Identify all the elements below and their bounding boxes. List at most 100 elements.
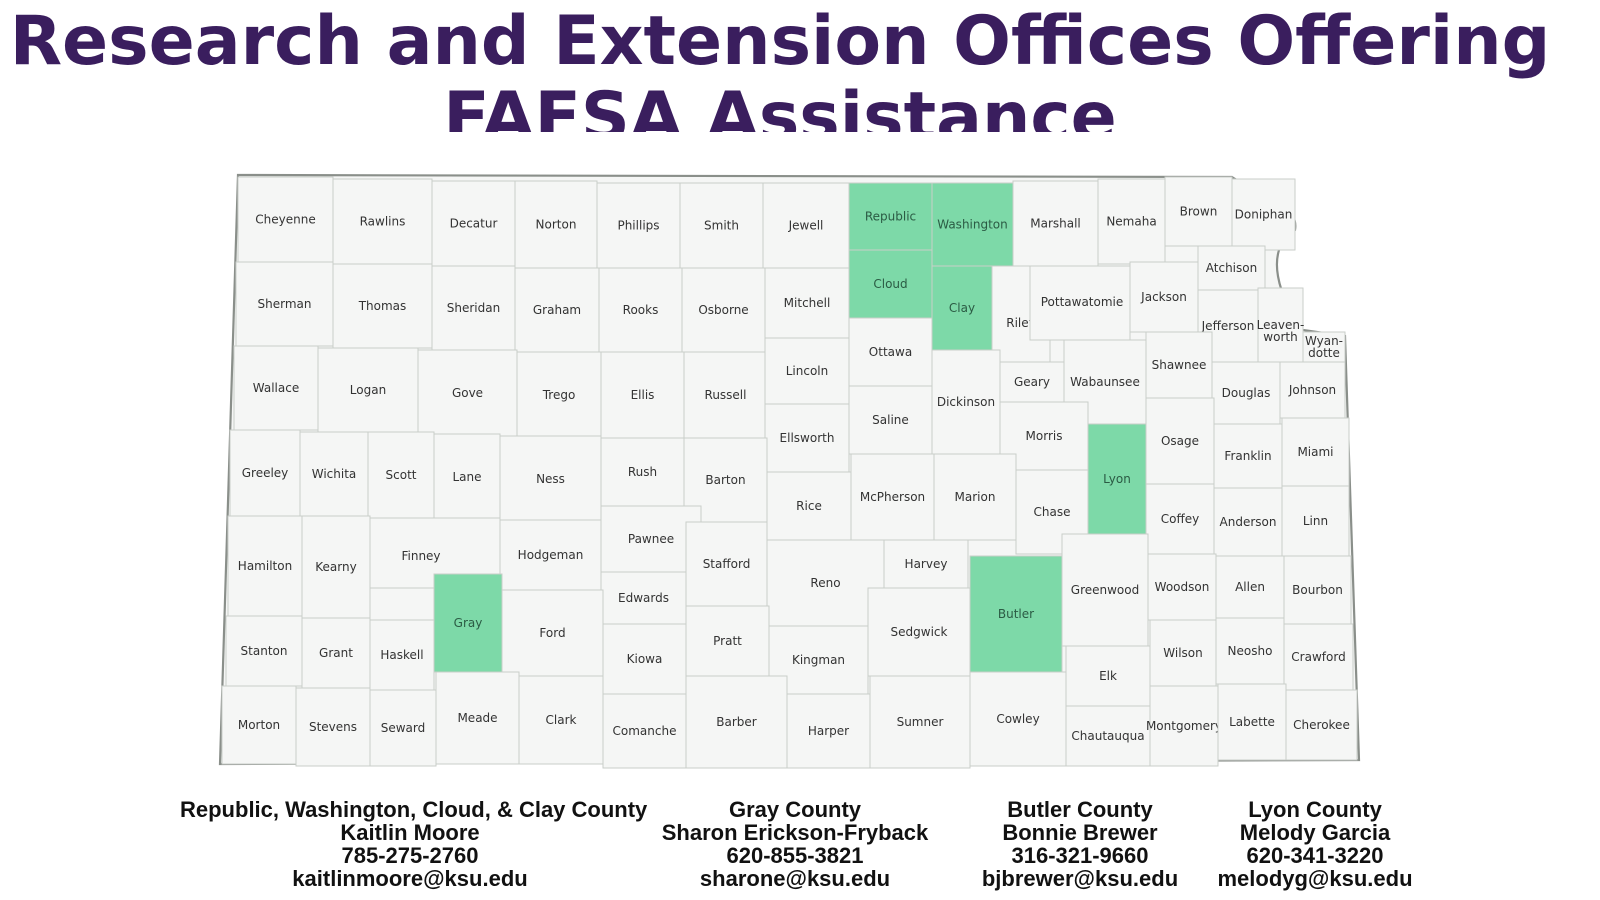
county-label: Scott <box>386 468 417 482</box>
county-shape <box>764 337 850 405</box>
county-shape <box>499 435 602 523</box>
contact-email[interactable]: melodyg@ksu.edu <box>1217 866 1413 891</box>
contact-name: Melody Garcia <box>1239 820 1391 845</box>
county-label: Rush <box>628 465 657 479</box>
county-norton: Norton <box>514 180 598 269</box>
county-shape <box>931 349 1001 455</box>
county-label: Brown <box>1180 205 1218 219</box>
county-shape <box>602 623 687 695</box>
contact-region: Butler County <box>1007 797 1153 822</box>
county-label: Harvey <box>905 557 948 571</box>
county-label: Cheyenne <box>255 213 315 227</box>
county-label: Pawnee <box>628 532 674 546</box>
county-label: Johnson <box>1288 383 1336 397</box>
county-shape <box>786 693 871 769</box>
county-butler: Butler <box>969 555 1063 673</box>
county-label: Nemaha <box>1106 215 1156 229</box>
county-gove: Gove <box>417 349 518 437</box>
contact-email[interactable]: kaitlinmoore@ksu.edu <box>292 866 528 891</box>
county-cloud: Cloud <box>848 249 933 319</box>
county-trego: Trego <box>516 351 602 439</box>
county-shape <box>514 180 598 269</box>
county-shape <box>1197 245 1266 291</box>
contact-email[interactable]: sharone@ksu.edu <box>699 866 891 891</box>
contact-card: Republic, Washington, Cloud, & Clay Coun… <box>180 798 647 891</box>
county-decatur: Decatur <box>431 180 516 267</box>
county-label: Lincoln <box>786 364 829 378</box>
county-label: Geary <box>1014 375 1050 389</box>
county-shape-highlighted <box>969 555 1063 673</box>
county-rooks: Rooks <box>598 267 683 353</box>
county-lincoln: Lincoln <box>764 337 850 405</box>
county-wabaunsee: Wabaunsee <box>1063 339 1147 425</box>
county-shape <box>602 693 687 769</box>
county-label: Cloud <box>873 277 907 291</box>
county-label: Montgomery <box>1146 719 1222 733</box>
county-shape <box>417 349 518 437</box>
county-label: Woodson <box>1155 580 1210 594</box>
county-shape-highlighted <box>1087 423 1147 535</box>
county-label: Greeley <box>242 466 289 480</box>
county-shape <box>869 675 971 769</box>
county-shape <box>1283 555 1352 625</box>
county-label: Republic <box>865 210 916 224</box>
county-labette: Labette <box>1217 683 1287 761</box>
county-graham: Graham <box>514 267 600 353</box>
county-kiowa: Kiowa <box>602 623 687 695</box>
county-label: Hamilton <box>238 559 292 573</box>
county-bourbon: Bourbon <box>1283 555 1352 625</box>
county-label: Leaven- <box>1257 318 1305 332</box>
county-shape <box>431 180 516 267</box>
county-wallace: Wallace <box>233 345 319 431</box>
county-shape <box>501 589 604 677</box>
contact-phone[interactable]: 620-855-3821 <box>726 843 864 868</box>
county-label: Sedgwick <box>891 625 948 639</box>
county-label: Allen <box>1235 580 1265 594</box>
county-dickinson: Dickinson <box>931 349 1001 455</box>
county-shape <box>1145 397 1215 485</box>
county-shape <box>764 267 850 339</box>
county-shape <box>295 687 371 767</box>
county-label: Harper <box>808 724 849 738</box>
county-label: dotte <box>1308 346 1340 360</box>
county-coffey: Coffey <box>1145 483 1215 555</box>
county-shape-highlighted <box>848 249 933 319</box>
county-cherokee: Cherokee <box>1285 689 1358 761</box>
county-label: Kearny <box>315 560 356 574</box>
county-shape <box>1302 331 1346 363</box>
county-label: Gray <box>454 616 483 630</box>
county-atchison: Atchison <box>1197 245 1266 291</box>
county-shape <box>514 267 600 353</box>
county-anderson: Anderson <box>1213 487 1283 557</box>
county-label: Wilson <box>1163 646 1202 660</box>
contact-email[interactable]: bjbrewer@ksu.edu <box>981 866 1179 891</box>
county-label: Haskell <box>380 648 423 662</box>
county-shape <box>1029 265 1131 341</box>
county-rawlins: Rawlins <box>332 178 433 265</box>
county-shape <box>317 347 419 433</box>
county-shape <box>499 519 602 591</box>
county-label: Lyon <box>1103 472 1131 486</box>
county-scott: Scott <box>367 431 435 519</box>
county-shape <box>600 571 687 625</box>
county-russell: Russell <box>683 351 768 439</box>
contact-phone[interactable]: 316-321-9660 <box>1011 843 1149 868</box>
county-marshall: Marshall <box>1012 180 1099 267</box>
county-morton: Morton <box>221 685 297 765</box>
county-label: Pottawatomie <box>1041 295 1124 309</box>
county-label: Stafford <box>703 557 751 571</box>
county-label: Lane <box>452 470 481 484</box>
county-shape <box>1257 287 1304 375</box>
county-republic: Republic <box>848 182 933 251</box>
contact-phone[interactable]: 620-341-3220 <box>1246 843 1384 868</box>
county-reno: Reno <box>766 539 885 627</box>
kansas-county-map: Cheyenne Rawlins Decatur Norton Phillips Smit… <box>204 132 1418 832</box>
county-shape <box>1149 685 1219 767</box>
contact-phone[interactable]: 785-275-2760 <box>341 843 479 868</box>
county-shape <box>229 429 301 517</box>
county-jackson: Jackson <box>1129 261 1199 333</box>
county-label: Logan <box>350 383 386 397</box>
county-shape <box>681 267 766 353</box>
county-label: Gove <box>452 386 483 400</box>
county-barber: Barber <box>685 675 788 769</box>
